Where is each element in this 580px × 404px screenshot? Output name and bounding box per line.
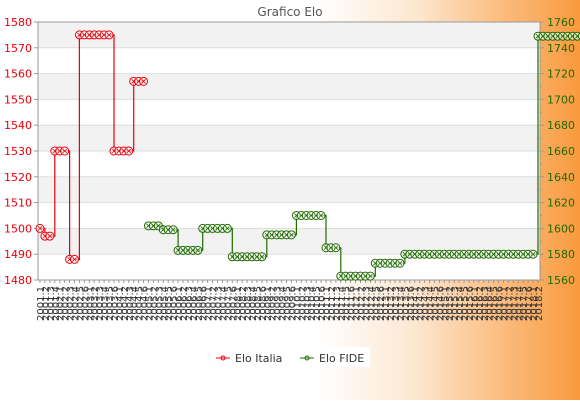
right-tick-label: 1620 [547,197,575,210]
left-tick-label: 1540 [4,119,32,132]
right-tick-label: 1720 [547,68,575,81]
x-tick-label: 2018.2 [534,286,545,321]
left-tick-label: 1480 [4,274,32,287]
left-tick-label: 1510 [4,197,32,210]
right-tick-label: 1600 [547,222,575,235]
legend-label-italia: Elo Italia [235,352,282,365]
right-tick-label: 1740 [547,42,575,55]
legend-label-fide: Elo FIDE [319,352,364,365]
right-tick-label: 1700 [547,93,575,106]
left-tick-label: 1530 [4,145,32,158]
right-tick-label: 1640 [547,171,575,184]
left-tick-label: 1500 [4,222,32,235]
right-tick-label: 1680 [547,119,575,132]
left-tick-label: 1550 [4,93,32,106]
grid-band [38,177,540,203]
right-tick-label: 1580 [547,248,575,261]
left-tick-label: 1490 [4,248,32,261]
right-tick-label: 1660 [547,145,575,158]
chart-title: Grafico Elo [257,5,322,19]
grid-band [38,74,540,100]
left-tick-label: 1520 [4,171,32,184]
right-tick-label: 1760 [547,16,575,29]
left-tick-label: 1570 [4,42,32,55]
left-tick-label: 1560 [4,68,32,81]
right-tick-label: 1560 [547,274,575,287]
left-tick-label: 1580 [4,16,32,29]
